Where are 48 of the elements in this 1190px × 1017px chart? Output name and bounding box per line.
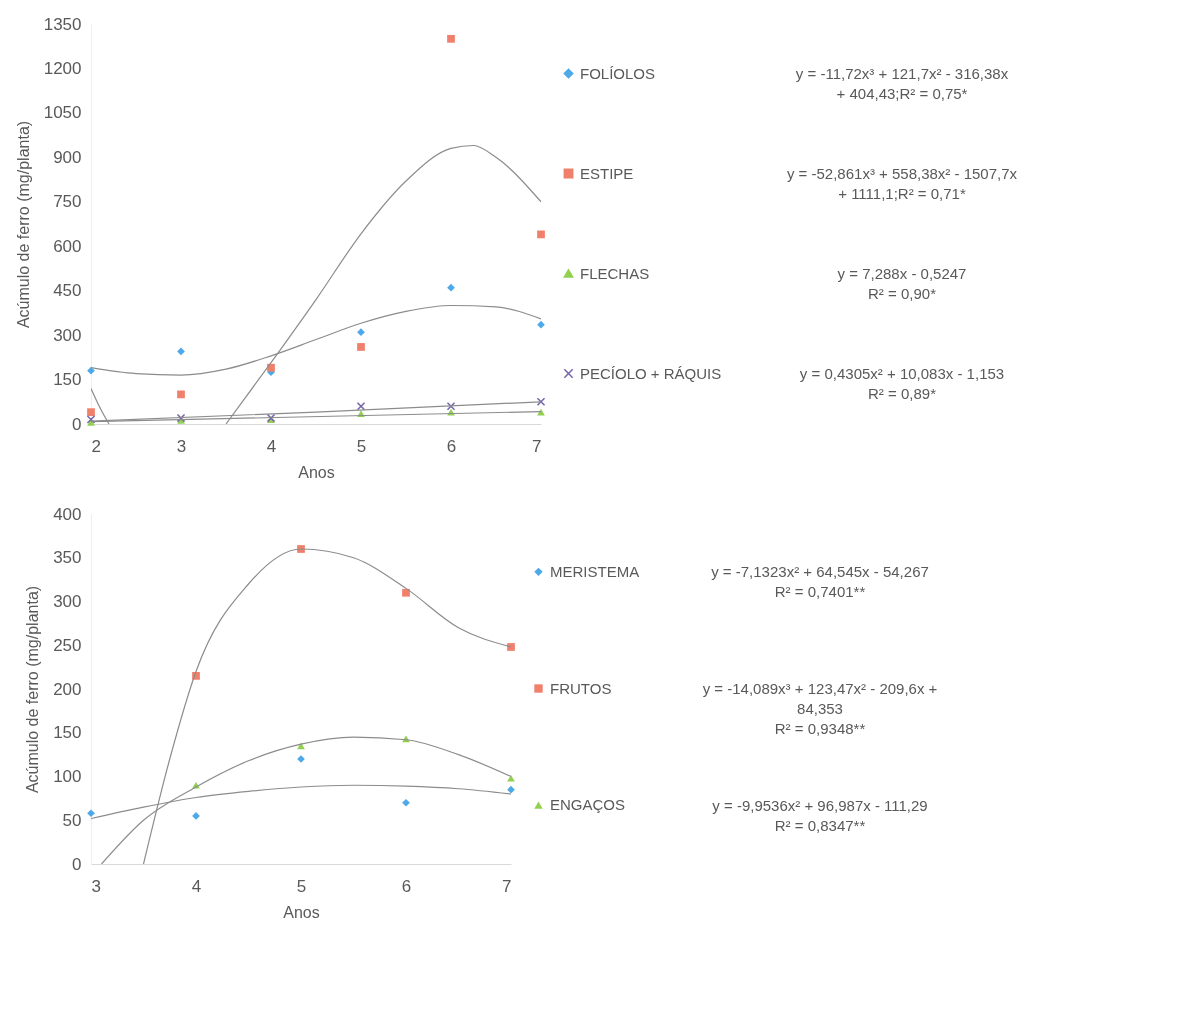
y-tick-label: 1050 [43, 103, 82, 123]
y-tick-label: 300 [53, 592, 82, 611]
legend-label: FOLÍOLOS [580, 64, 656, 82]
y-tick-label: 50 [62, 810, 82, 830]
y-tick-label: 0 [72, 414, 82, 434]
x-tick-label: 3 [176, 436, 187, 456]
y-tick-label: 0 [72, 854, 82, 874]
x-tick-label: 7 [532, 436, 542, 456]
y-tick-label: 200 [53, 679, 82, 699]
legend-label: FLECHAS [580, 264, 650, 282]
y-tick-label: 400 [53, 504, 82, 524]
y-tick-label: 750 [53, 192, 82, 212]
y-axis-title: Acúmulo de ferro (mg/planta) [24, 585, 42, 794]
y-axis-title: Acúmulo de ferro (mg/planta) [14, 120, 32, 329]
y-tick-label: 300 [53, 325, 82, 345]
y-tick-label: 900 [53, 147, 82, 167]
x-tick-label: 4 [191, 876, 202, 896]
x-axis-title: Anos [283, 903, 320, 921]
legend-label: FRUTOS [550, 679, 612, 697]
x-tick-label: 2 [91, 436, 101, 456]
x-tick-label: 3 [91, 876, 101, 896]
y-tick-label: 100 [53, 767, 82, 786]
text: y = -11,72x³ + 121,7x² - 316,38x + 404,43;R² = 0,75* [795, 65, 1009, 102]
x-tick-label: 7 [502, 876, 512, 896]
y-tick-label: 250 [53, 635, 82, 655]
x-tick-label: 5 [356, 436, 367, 456]
y-tick-label: 150 [53, 370, 82, 390]
text: y = -7,1323x² + 64,545x - 54,267 R² = 0,7401** [711, 563, 929, 601]
x-tick-label: 5 [296, 876, 307, 896]
x-tick-label: 6 [401, 876, 412, 896]
text: y = -9,9536x² + 96,987x - 111,29 R² = 0,8347** [712, 796, 928, 834]
y-tick-label: 150 [53, 723, 82, 743]
legend-label: MERISTEMA [550, 562, 640, 580]
text: y = -52,861x³ + 558,38x² - 1507,7x + 1111,1;R² = 0,71* [786, 165, 1018, 202]
text: y = 0,4305x² + 10,083x - 1,153 R² = 0,89* [799, 365, 1005, 402]
y-tick-label: 1200 [43, 58, 82, 78]
y-tick-label: 600 [53, 236, 82, 256]
legend-label: PECÍOLO + RÁQUIS [580, 364, 722, 382]
y-tick-label: 350 [53, 548, 82, 568]
legend-label: ENGAÇOS [550, 796, 626, 814]
y-tick-label: 450 [53, 281, 82, 301]
x-tick-label: 4 [266, 436, 277, 456]
y-tick-label: 1350 [43, 14, 82, 34]
x-axis-title: Anos [298, 463, 335, 481]
text: y = -14,089x³ + 123,47x² - 209,6x + 84,353 R² = 0,9348** [702, 680, 938, 737]
x-tick-label: 6 [446, 436, 457, 456]
legend-label: ESTIPE [580, 164, 634, 182]
text: y = 7,288x - 0,5247 R² = 0,90* [837, 265, 967, 302]
